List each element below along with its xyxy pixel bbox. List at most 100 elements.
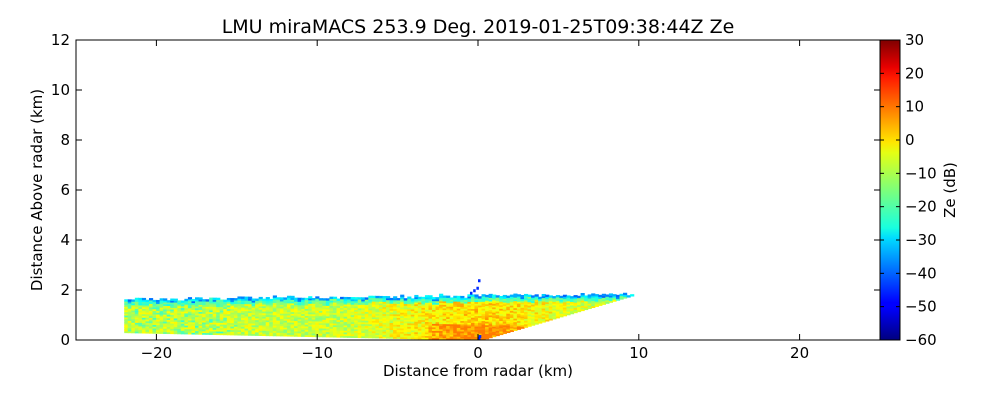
echo-cell <box>499 316 504 320</box>
echo-cell <box>435 311 440 314</box>
echo-cell <box>226 329 231 332</box>
echo-cell <box>223 306 228 309</box>
echo-cell <box>233 322 239 325</box>
echo-cell <box>400 317 405 320</box>
echo-cell <box>520 308 525 312</box>
colorbar-tick-label: −60 <box>905 331 937 349</box>
echo-cell <box>410 301 415 305</box>
echo-cell <box>424 296 430 300</box>
echo-cell <box>233 327 239 331</box>
echo-cell <box>149 305 154 308</box>
echo-cell <box>492 303 497 306</box>
echo-cell <box>382 313 387 316</box>
echo-cell <box>297 322 302 325</box>
echo-cell <box>509 294 514 297</box>
echo-cell <box>407 333 412 336</box>
echo-cell <box>481 330 486 334</box>
echo-cell <box>449 321 454 325</box>
echo-cell <box>481 297 486 301</box>
echo-cell <box>382 308 387 311</box>
echo-cell <box>149 306 154 310</box>
echo-cell <box>184 325 189 328</box>
echo-cell <box>187 297 193 300</box>
echo-cell <box>226 324 231 327</box>
echo-cell <box>559 313 564 316</box>
echo-cell <box>389 299 394 303</box>
echo-cell <box>145 318 150 322</box>
echo-cell <box>446 295 451 298</box>
echo-cell <box>240 317 246 320</box>
echo-cell <box>318 317 323 320</box>
echo-cell <box>389 303 394 306</box>
echo-cell <box>301 313 306 316</box>
echo-cell <box>209 301 214 304</box>
echo-cell <box>357 330 362 333</box>
echo-cell <box>485 314 490 317</box>
echo-cell <box>492 306 497 310</box>
echo-cell <box>134 301 139 304</box>
echo-cell <box>226 325 231 329</box>
echo-cell <box>449 335 454 339</box>
echo-cell <box>262 310 267 314</box>
echo-cell <box>354 321 359 325</box>
echo-cell <box>223 301 228 304</box>
echo-cell <box>149 320 154 324</box>
echo-cell <box>311 331 316 334</box>
echo-cell <box>531 318 536 321</box>
echo-cell <box>219 313 224 316</box>
echo-cell <box>435 323 440 326</box>
echo-cell <box>361 302 366 305</box>
echo-cell <box>170 324 175 328</box>
echo-cell <box>354 335 359 339</box>
echo-cell <box>357 311 362 314</box>
echo-cell <box>258 296 263 300</box>
echo-cell <box>552 315 557 318</box>
echo-cell <box>442 297 447 300</box>
echo-cell <box>403 305 408 308</box>
echo-cell <box>439 323 444 326</box>
echo-cell <box>152 315 157 318</box>
echo-cell <box>509 312 514 315</box>
echo-cell <box>435 325 440 328</box>
echo-cell <box>212 327 217 330</box>
echo-cell <box>527 308 532 311</box>
echo-cell <box>485 315 490 319</box>
echo-cell <box>141 303 147 306</box>
echo-cell <box>240 300 246 303</box>
echo-cell <box>386 317 391 320</box>
echo-cell <box>492 299 497 303</box>
echo-cell <box>442 302 447 305</box>
echo-cell <box>141 322 147 325</box>
echo-cell <box>456 297 461 300</box>
echo-cell <box>393 336 398 339</box>
echo-cell <box>495 316 500 319</box>
echo-cell <box>248 333 253 336</box>
echo-cell <box>527 313 532 317</box>
echo-cell <box>347 319 352 323</box>
echo-cell <box>432 302 437 305</box>
echo-cell <box>163 315 168 319</box>
echo-cell <box>393 306 398 310</box>
echo-cell <box>184 332 189 335</box>
echo-cell <box>371 325 377 328</box>
echo-cell <box>389 315 394 318</box>
echo-cell <box>332 333 338 336</box>
echo-cell <box>262 314 267 317</box>
echo-cell <box>534 313 539 316</box>
echo-cell <box>474 299 479 303</box>
echo-cell <box>495 328 500 331</box>
echo-cell <box>354 330 359 333</box>
echo-cell <box>173 312 178 315</box>
echo-cell <box>410 326 415 329</box>
echo-cell <box>163 310 168 313</box>
echo-cell <box>202 304 207 307</box>
echo-cell <box>187 314 193 317</box>
echo-cell <box>478 319 483 322</box>
echo-cell <box>145 308 150 311</box>
echo-cell <box>442 325 447 328</box>
echo-cell <box>127 322 132 325</box>
echo-cell <box>198 304 203 307</box>
echo-cell <box>141 320 147 324</box>
echo-cell <box>439 293 444 297</box>
